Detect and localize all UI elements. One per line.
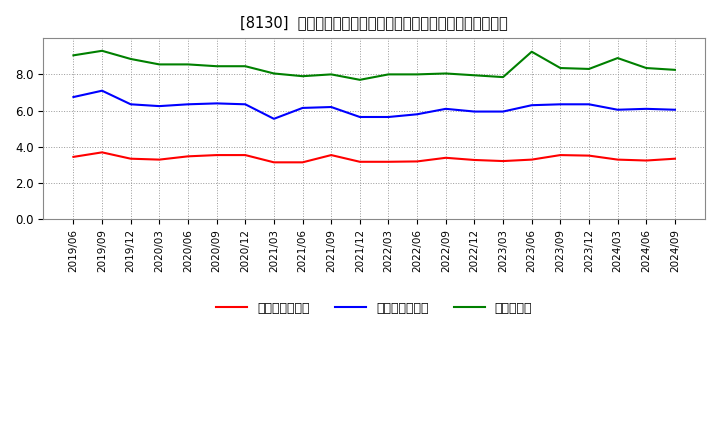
- 買入債務回転率: [527, 103, 536, 108]
- 売上債権回転率: [269, 160, 278, 165]
- 売上債権回転率: [127, 156, 135, 161]
- 売上債権回転率: [212, 152, 221, 158]
- 売上債権回転率: [585, 153, 593, 158]
- 在庫回転率: [127, 56, 135, 62]
- 在庫回転率: [212, 63, 221, 69]
- 在庫回転率: [470, 73, 479, 78]
- 在庫回転率: [69, 53, 78, 58]
- 在庫回転率: [155, 62, 163, 67]
- 在庫回転率: [413, 72, 421, 77]
- 在庫回転率: [356, 77, 364, 82]
- 買入債務回転率: [585, 102, 593, 107]
- 買入債務回転率: [212, 101, 221, 106]
- 買入債務回転率: [241, 102, 250, 107]
- 売上債権回転率: [470, 158, 479, 163]
- 買入債務回転率: [642, 106, 651, 111]
- 在庫回転率: [98, 48, 107, 53]
- 売上債権回転率: [327, 152, 336, 158]
- 在庫回転率: [327, 72, 336, 77]
- 売上債権回転率: [642, 158, 651, 163]
- 買入債務回転率: [269, 116, 278, 121]
- 売上債権回転率: [413, 159, 421, 164]
- 在庫回転率: [499, 74, 508, 80]
- 買入債務回転率: [441, 106, 450, 111]
- 売上債権回転率: [69, 154, 78, 160]
- 買入債務回転率: [356, 114, 364, 120]
- 在庫回転率: [298, 73, 307, 79]
- Line: 買入債務回転率: 買入債務回転率: [73, 91, 675, 119]
- 売上債権回転率: [184, 154, 192, 159]
- 買入債務回転率: [613, 107, 622, 112]
- 買入債務回転率: [384, 114, 393, 120]
- 売上債権回転率: [384, 159, 393, 165]
- Legend: 売上債権回転率, 買入債務回転率, 在庫回転率: 売上債権回転率, 買入債務回転率, 在庫回転率: [216, 302, 532, 315]
- Line: 在庫回転率: 在庫回転率: [73, 51, 675, 80]
- 買入債務回転率: [413, 112, 421, 117]
- 買入債務回転率: [98, 88, 107, 93]
- Title: [8130]  売上債権回転率、買入債務回転率、在庫回転率の推移: [8130] 売上債権回転率、買入債務回転率、在庫回転率の推移: [240, 15, 508, 30]
- 買入債務回転率: [327, 104, 336, 110]
- 在庫回転率: [184, 62, 192, 67]
- 売上債権回転率: [499, 158, 508, 164]
- 売上債権回転率: [670, 156, 679, 161]
- 買入債務回転率: [127, 102, 135, 107]
- 買入債務回転率: [670, 107, 679, 112]
- 売上債権回転率: [527, 157, 536, 162]
- 在庫回転率: [642, 66, 651, 71]
- 売上債権回転率: [613, 157, 622, 162]
- 買入債務回転率: [470, 109, 479, 114]
- 売上債権回転率: [98, 150, 107, 155]
- 買入債務回転率: [184, 102, 192, 107]
- 売上債権回転率: [155, 157, 163, 162]
- 買入債務回転率: [69, 95, 78, 100]
- 在庫回転率: [441, 71, 450, 76]
- 在庫回転率: [585, 66, 593, 72]
- 在庫回転率: [384, 72, 393, 77]
- 在庫回転率: [670, 67, 679, 73]
- 在庫回転率: [527, 49, 536, 55]
- 買入債務回転率: [298, 105, 307, 110]
- Line: 売上債権回転率: 売上債権回転率: [73, 152, 675, 162]
- 在庫回転率: [556, 66, 564, 71]
- 在庫回転率: [613, 55, 622, 61]
- 在庫回転率: [269, 71, 278, 76]
- 在庫回転率: [241, 63, 250, 69]
- 売上債権回転率: [241, 152, 250, 158]
- 買入債務回転率: [155, 103, 163, 109]
- 売上債権回転率: [441, 155, 450, 161]
- 売上債権回転率: [356, 159, 364, 165]
- 買入債務回転率: [499, 109, 508, 114]
- 売上債権回転率: [556, 152, 564, 158]
- 売上債権回転率: [298, 160, 307, 165]
- 買入債務回転率: [556, 102, 564, 107]
